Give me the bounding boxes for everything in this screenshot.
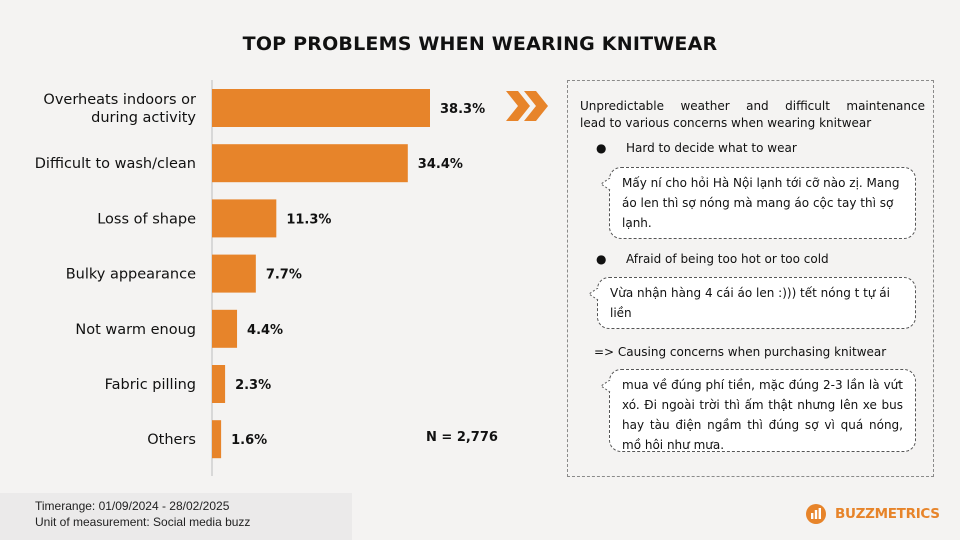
bar [212, 199, 277, 238]
value-label: 34.4% [418, 157, 463, 172]
value-label: 1.6% [231, 433, 267, 448]
sample-size-label: N = 2,776 [426, 430, 498, 445]
bar [212, 89, 430, 127]
bar-chart-icon [806, 504, 826, 524]
logo-text: BUZZMETRICS [835, 506, 940, 522]
value-label: 7.7% [266, 268, 302, 283]
bullet-too-hot-cold: ● Afraid of being too hot or too cold [596, 252, 829, 266]
footer: Timerange: 01/09/2024 - 28/02/2025 Unit … [0, 493, 352, 540]
quote-bubble-3: mua về đúng phí tiền, mặc đúng 2-3 lần l… [601, 369, 916, 452]
double-chevron-right-icon [506, 91, 548, 121]
bar [212, 254, 256, 293]
bar [212, 309, 238, 348]
speech-bubble-tail [601, 178, 611, 191]
quote-text: Vừa nhận hàng 4 cái áo len :))) tết nóng… [610, 286, 890, 320]
quote-bubble-2: Vừa nhận hàng 4 cái áo len :))) tết nóng… [589, 277, 916, 329]
value-label: 11.3% [286, 212, 331, 227]
speech-bubble-tail [589, 288, 599, 301]
bullet-hard-to-decide: ● Hard to decide what to wear [596, 141, 797, 155]
bullet-dot: ● [596, 141, 607, 155]
bar-chart: 38.3% Overheats indoors or during activity… [35, 80, 485, 476]
speech-bubble-tail [601, 380, 611, 393]
bar [212, 365, 226, 403]
category-label: Bulky appearance [66, 267, 196, 283]
insight-heading-line2: lead to various concerns when wearing kn… [580, 116, 872, 130]
category-label: during activity [91, 110, 196, 126]
conclusion-text: => Causing concerns when purchasing knit… [594, 345, 887, 359]
category-label: Others [147, 432, 196, 448]
category-label: Not warm enoug [75, 322, 196, 338]
timerange-text: Timerange: 01/09/2024 - 28/02/2025 [35, 499, 230, 513]
value-label: 2.3% [235, 378, 271, 393]
category-label: Difficult to wash/clean [35, 156, 196, 172]
quote-text: Mấy ní cho hỏi Hà Nội lạnh tới cỡ nào zị… [622, 176, 900, 230]
category-label: Fabric pilling [105, 377, 196, 393]
insight-heading: Unpredictable weather and difficult main… [580, 98, 925, 132]
value-label: 4.4% [247, 323, 283, 338]
unit-text: Unit of measurement: Social media buzz [35, 515, 251, 529]
quote-text: mua về đúng phí tiền, mặc đúng 2-3 lần l… [622, 378, 903, 452]
value-label: 38.3% [440, 102, 485, 117]
category-label: Loss of shape [97, 211, 196, 227]
bullet-label: Hard to decide what to wear [626, 141, 797, 155]
bar [212, 420, 222, 459]
category-label: Overheats indoors or [43, 92, 196, 108]
insight-panel: Unpredictable weather and difficult main… [567, 80, 934, 477]
insight-heading-line1: Unpredictable weather and difficult main… [580, 99, 925, 113]
quote-bubble-1: Mấy ní cho hỏi Hà Nội lạnh tới cỡ nào zị… [601, 167, 916, 239]
bullet-label: Afraid of being too hot or too cold [626, 252, 829, 266]
chart-title: TOP PROBLEMS WHEN WEARING KNITWEAR [242, 33, 718, 55]
bar [212, 144, 408, 183]
bullet-dot: ● [596, 252, 607, 266]
